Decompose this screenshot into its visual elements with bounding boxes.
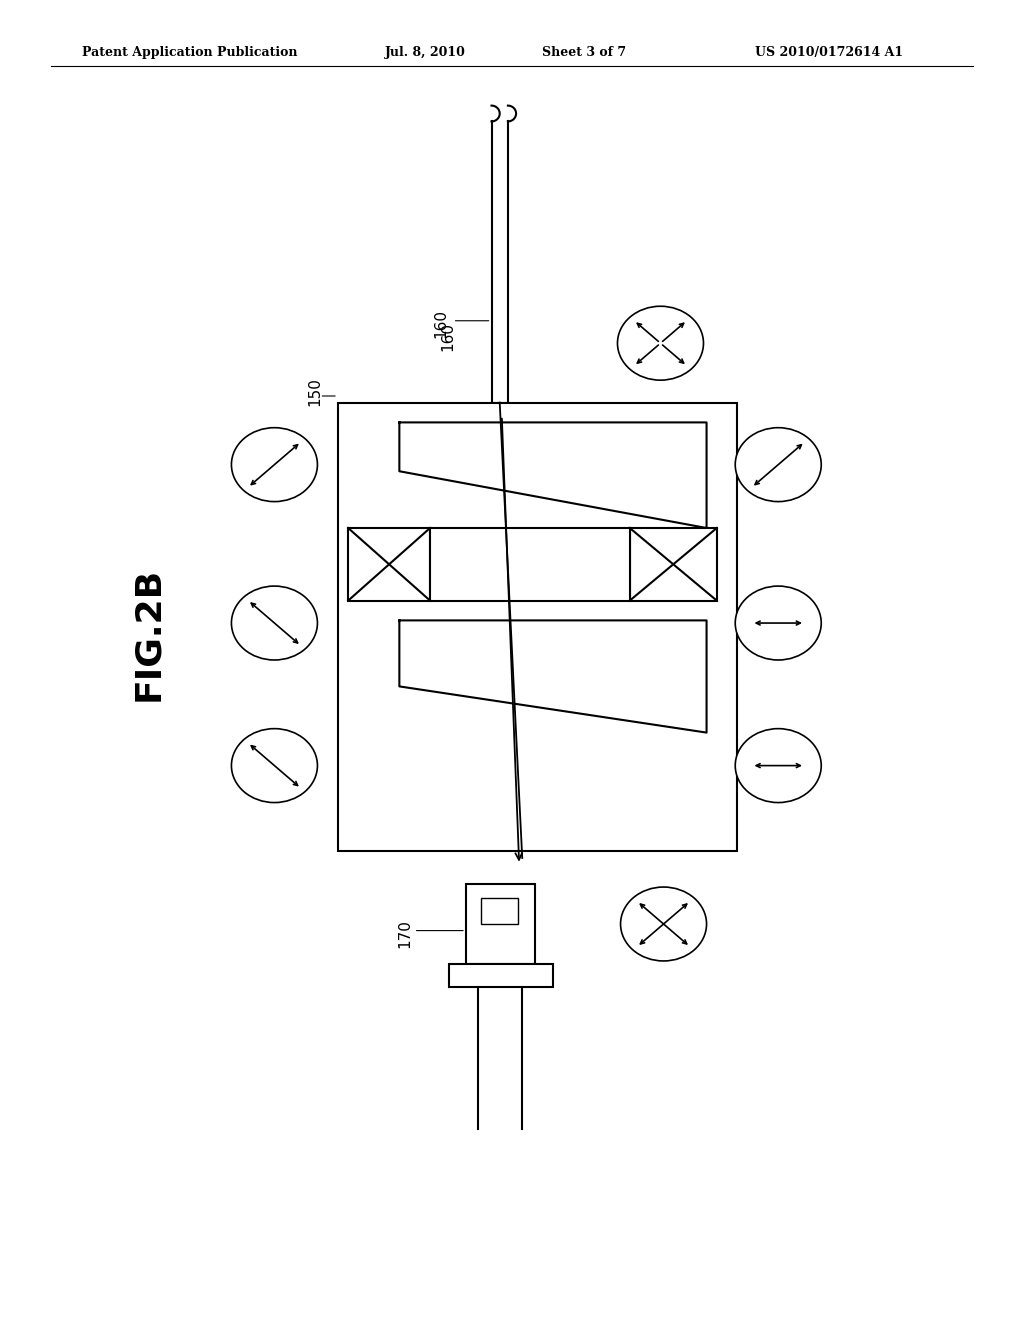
Ellipse shape — [621, 887, 707, 961]
Bar — [348, 528, 430, 601]
Ellipse shape — [617, 306, 703, 380]
Bar — [338, 403, 737, 851]
Bar — [630, 528, 717, 601]
Ellipse shape — [231, 729, 317, 803]
Text: Jul. 8, 2010: Jul. 8, 2010 — [385, 46, 465, 59]
Ellipse shape — [231, 428, 317, 502]
Ellipse shape — [231, 586, 317, 660]
Text: 160: 160 — [433, 309, 447, 338]
Text: Sheet 3 of 7: Sheet 3 of 7 — [542, 46, 626, 59]
Text: 150: 150 — [307, 378, 323, 407]
Bar — [449, 964, 553, 987]
Ellipse shape — [735, 428, 821, 502]
Text: US 2010/0172614 A1: US 2010/0172614 A1 — [756, 46, 903, 59]
Bar — [481, 898, 518, 924]
Text: 170: 170 — [397, 919, 413, 948]
Bar — [466, 884, 535, 964]
Text: 160: 160 — [440, 322, 456, 351]
Ellipse shape — [735, 586, 821, 660]
Bar — [430, 528, 630, 601]
Text: FIG.2B: FIG.2B — [131, 566, 166, 701]
Text: Patent Application Publication: Patent Application Publication — [82, 46, 297, 59]
Ellipse shape — [735, 729, 821, 803]
